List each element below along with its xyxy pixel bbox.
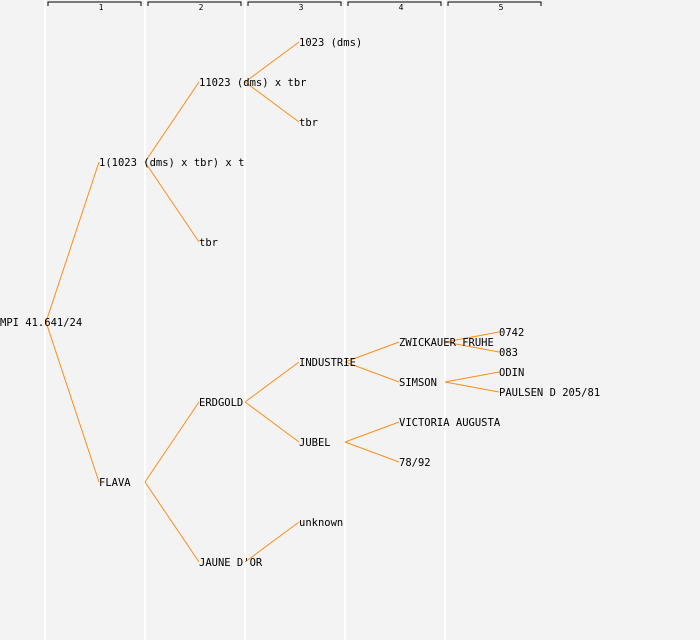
- pedigree-node[interactable]: 1(1023 (dms) x tbr) x tbr: [99, 157, 257, 169]
- pedigree-node[interactable]: VICTORIA AUGUSTA: [399, 417, 501, 429]
- pedigree-node[interactable]: 0742: [499, 327, 524, 339]
- generation-label: 1: [99, 3, 104, 12]
- pedigree-node[interactable]: unknown: [299, 517, 343, 529]
- pedigree-link: [244, 521, 300, 563]
- generation-bracket: [247, 1, 342, 6]
- generation-label: 4: [399, 3, 404, 12]
- pedigree-link: [244, 401, 300, 443]
- pedigree-link: [244, 81, 300, 123]
- pedigree-link: [344, 361, 400, 383]
- pedigree-node[interactable]: ERDGOLD: [199, 397, 243, 409]
- generation-bracket: [347, 1, 442, 6]
- generation-label: 2: [199, 3, 204, 12]
- generation-label: 5: [499, 3, 504, 12]
- generation-bracket: [147, 1, 242, 6]
- pedigree-node[interactable]: SIMSON: [399, 377, 437, 389]
- pedigree-link: [344, 341, 400, 363]
- pedigree-link: [244, 361, 300, 403]
- generation-bracket: [47, 1, 142, 6]
- pedigree-node[interactable]: ODIN: [499, 367, 524, 379]
- generation-label: 3: [299, 3, 304, 12]
- pedigree-link: [444, 331, 500, 343]
- pedigree-node[interactable]: MPI 41.641/24: [0, 317, 82, 329]
- pedigree-node[interactable]: tbr: [299, 117, 318, 129]
- pedigree-node[interactable]: 083: [499, 347, 518, 359]
- pedigree-link: [144, 401, 200, 483]
- pedigree-link: [144, 161, 200, 243]
- pedigree-link: [144, 81, 200, 163]
- pedigree-node[interactable]: PAULSEN D 205/81: [499, 387, 600, 399]
- pedigree-node[interactable]: 11023 (dms) x tbr: [199, 77, 306, 89]
- pedigree-link: [344, 421, 400, 443]
- pedigree-link: [344, 441, 400, 463]
- pedigree-link: [444, 341, 500, 353]
- pedigree-node[interactable]: INDUSTRIE: [299, 357, 356, 369]
- pedigree-node[interactable]: 1023 (dms): [299, 37, 362, 49]
- pedigree-link: [45, 161, 100, 323]
- pedigree-link: [144, 481, 200, 563]
- pedigree-node[interactable]: FLAVA: [99, 477, 131, 489]
- pedigree-link: [45, 321, 100, 483]
- pedigree-link: [444, 381, 500, 393]
- pedigree-node[interactable]: tbr: [199, 237, 218, 249]
- pedigree-link: [244, 41, 300, 83]
- pedigree-node[interactable]: ZWICKAUER FRUHE: [399, 337, 494, 349]
- pedigree-node[interactable]: 78/92: [399, 457, 431, 469]
- pedigree-node[interactable]: JAUNE D'OR: [199, 557, 263, 569]
- generation-bracket: [447, 1, 542, 6]
- pedigree-node[interactable]: JUBEL: [299, 437, 331, 449]
- pedigree-link: [444, 371, 500, 383]
